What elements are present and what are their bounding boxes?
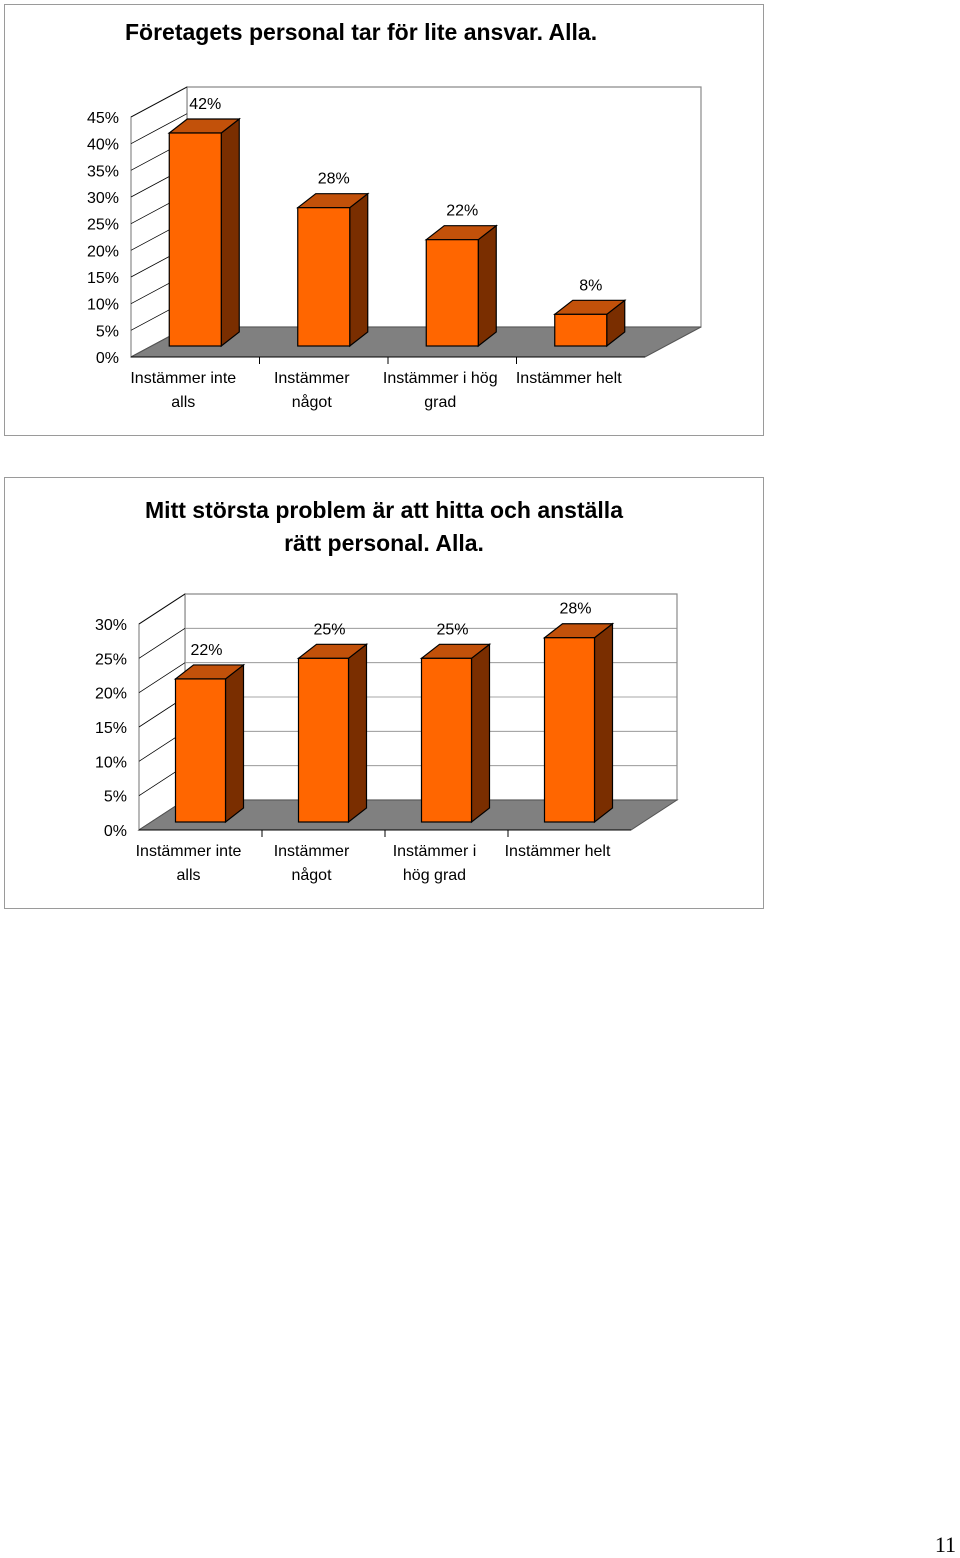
chart-1: Företagets personal tar för lite ansvar.… [4, 4, 764, 436]
chart-2-y-tick-label: 5% [104, 789, 127, 806]
chart-1-y-tick-label: 30% [87, 190, 119, 207]
chart-2-category-label: Instämmer [274, 843, 350, 860]
chart-1-y-tick-label: 10% [87, 297, 119, 314]
chart-1-y-tick-label: 5% [96, 323, 119, 340]
chart-2-y-tick-label: 10% [95, 754, 127, 771]
chart-2-data-label: 25% [436, 621, 468, 638]
chart-2-side-grid [138, 593, 186, 625]
chart-1-y-tick-label: 35% [87, 163, 119, 180]
chart-1-category-label: Instämmer helt [516, 370, 622, 387]
chart-2-data-label: 22% [190, 642, 222, 659]
chart-1-category-label: Instämmer i hög [383, 370, 498, 387]
chart-1-bar-side [349, 192, 369, 348]
chart-2: Mitt största problem är att hitta och an… [4, 477, 764, 909]
chart-2-y-tick-label: 20% [95, 686, 127, 703]
chart-2-bar [420, 657, 473, 823]
chart-1-y-tick-label: 0% [96, 350, 119, 367]
chart-1-category-label: grad [424, 394, 456, 411]
chart-1-y-tick-label: 20% [87, 243, 119, 260]
chart-2-bar-side [347, 643, 368, 824]
chart-2-category-label: Instämmer i [393, 843, 477, 860]
chart-2-bar-side [593, 622, 614, 824]
chart-2-bar [543, 637, 596, 823]
chart-1-y-tick-label: 45% [87, 110, 119, 127]
chart-2-category-label: något [291, 866, 332, 884]
chart-1-bar-side [477, 224, 497, 348]
chart-1-category-label: Instämmer inte [130, 370, 236, 387]
chart-2-category-label: Instämmer helt [505, 843, 611, 860]
chart-2-data-label: 28% [559, 601, 591, 618]
chart-1-category-label: Instämmer [274, 370, 350, 387]
chart-1-category-label: något [292, 393, 333, 411]
chart-2-category-label: alls [176, 867, 200, 884]
chart-1-side-grid [130, 113, 188, 145]
chart-1-title: Företagets personal tar för lite ansvar.… [125, 19, 598, 45]
chart-2-title: Mitt största problem är att hitta och an… [5, 494, 763, 560]
chart-1-bar [297, 207, 351, 347]
chart-1-data-label: 42% [189, 96, 221, 113]
chart-1-bar [554, 313, 608, 347]
chart-1-data-label: 28% [318, 171, 350, 188]
chart-1-plot: 0% 5% 10% 15% 20% 25% 30% 35% 40% 45% 42% Instämmer… [87, 85, 702, 411]
chart-2-y-tick-label: 15% [95, 720, 127, 737]
chart-2-bar-side [470, 643, 491, 824]
chart-2-y-tick-label: 0% [104, 823, 127, 840]
chart-1-bar [168, 132, 222, 347]
chart-1-data-label: 22% [446, 203, 478, 220]
chart-2-category-label: Instämmer inte [136, 843, 242, 860]
chart-2-bar [174, 678, 227, 823]
chart-2-category-label: hög grad [403, 867, 466, 884]
chart-2-side-grid [138, 662, 186, 694]
chart-2-bar [297, 657, 350, 823]
chart-1-y-tick-label: 25% [87, 217, 119, 234]
chart-2-title-line-2: rätt personal. Alla. [284, 530, 484, 556]
chart-2-plot: 0% 5% 10% 15% 20% 25% 30% 22% Instämmer inte alls… [95, 592, 679, 884]
chart-2-data-label: 25% [313, 621, 345, 638]
chart-2-y-tick-label: 25% [95, 651, 127, 668]
chart-2-bar-side [224, 663, 245, 824]
chart-1-y-tick-label: 40% [87, 137, 119, 154]
chart-1-bar [425, 239, 479, 347]
chart-2-y-tick-label: 30% [95, 617, 127, 634]
page-number: 11 [934, 1532, 956, 1557]
chart-1-side-grid [130, 86, 188, 118]
chart-2-side-grid [138, 627, 186, 659]
chart-2-title-line-1: Mitt största problem är att hitta och an… [145, 497, 623, 523]
chart-1-category-label: alls [171, 394, 195, 411]
chart-1-bar-side [220, 117, 240, 348]
chart-1-y-tick-label: 15% [87, 270, 119, 287]
chart-1-data-label: 8% [579, 277, 602, 294]
